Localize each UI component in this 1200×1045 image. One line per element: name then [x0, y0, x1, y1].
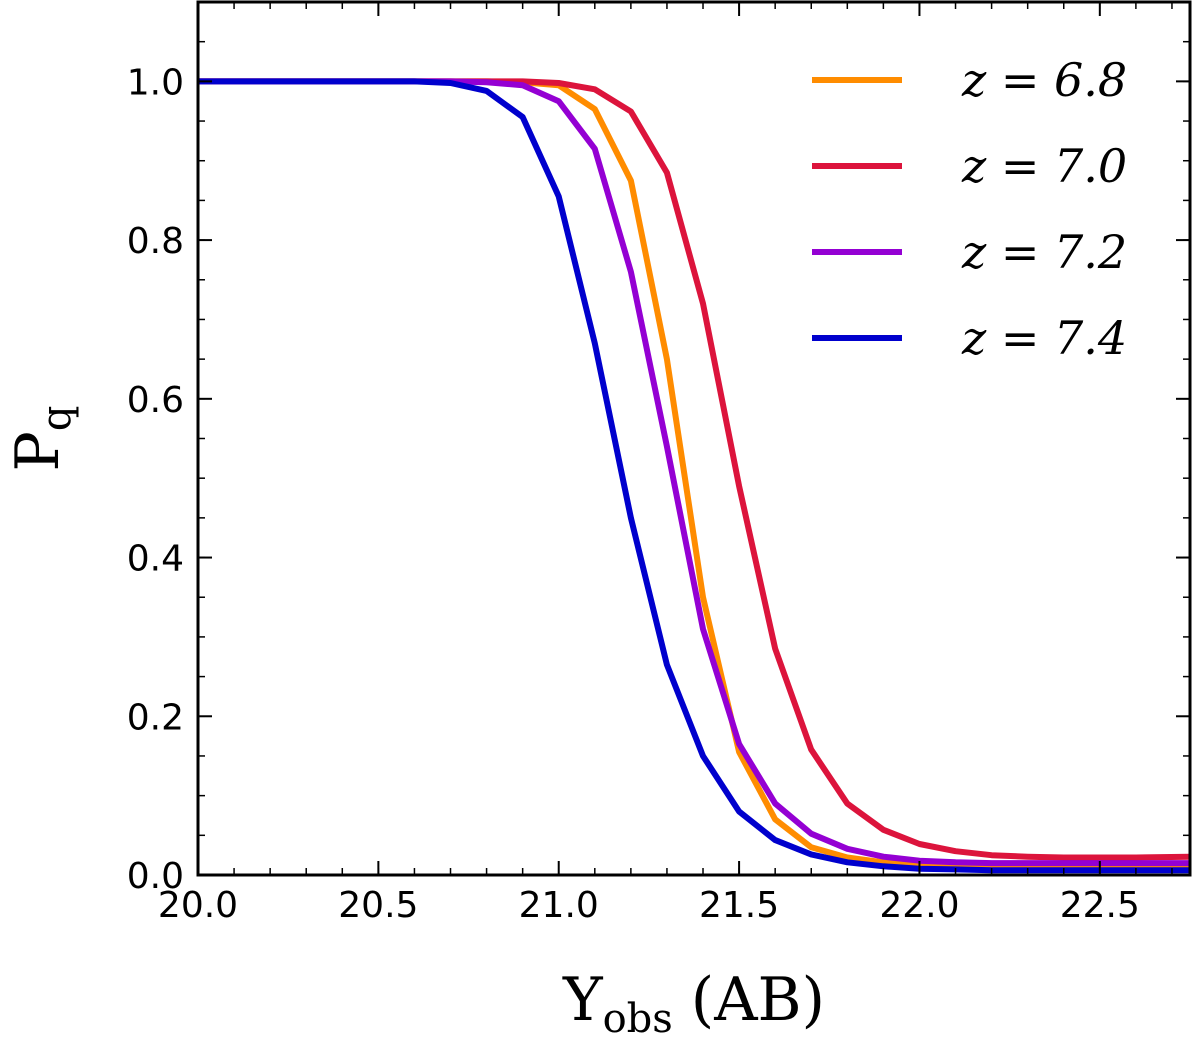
y-tick-label-2: 0.4	[127, 539, 184, 580]
svg-text:Pq: Pq	[3, 406, 80, 472]
legend-label-2: z = 7.2	[961, 225, 1127, 279]
y-axis-title: Pq	[3, 406, 80, 472]
x-tick-label-1: 20.5	[338, 885, 418, 926]
x-tick-label-4: 22.0	[879, 885, 959, 926]
series-layer	[198, 78, 1191, 874]
legend-label-0: z = 6.8	[961, 53, 1127, 107]
y-tick-label-4: 0.8	[127, 221, 184, 262]
series-line-0	[198, 78, 1190, 870]
y-axis-title-main: P	[3, 431, 73, 471]
x-axis-title: Yobs (AB)	[562, 965, 825, 1042]
y-axis-title-sub: q	[34, 406, 80, 432]
x-tick-label-5: 22.5	[1060, 885, 1140, 926]
x-axis-title-main: Y	[562, 965, 604, 1035]
series-line-3	[198, 78, 1190, 874]
y-tick-label-0: 0.0	[127, 856, 184, 897]
x-tick-label-2: 21.0	[519, 885, 599, 926]
legend-label-3: z = 7.4	[961, 311, 1127, 365]
x-tick-label-3: 21.5	[699, 885, 779, 926]
ticks-layer: 20.0 20.5 21.0 21.5 22.0 22.5 0.0 0.2 0.4 0.6 0.8 1…	[127, 1, 1190, 926]
legend-label-1: z = 7.0	[961, 139, 1127, 193]
y-tick-label-5: 1.0	[127, 62, 184, 103]
plot-frame	[196, 0, 1192, 877]
x-axis-title-suffix: (AB)	[691, 965, 825, 1035]
y-tick-label-1: 0.2	[127, 697, 184, 738]
y-tick-label-3: 0.6	[127, 380, 184, 421]
x-axis-title-sub: obs	[603, 996, 673, 1042]
legend: z = 6.8 z = 7.0 z = 7.2 z = 7.4	[812, 53, 1127, 365]
series-line-2	[198, 78, 1190, 867]
x-tick-label-0: 20.0	[158, 885, 238, 926]
